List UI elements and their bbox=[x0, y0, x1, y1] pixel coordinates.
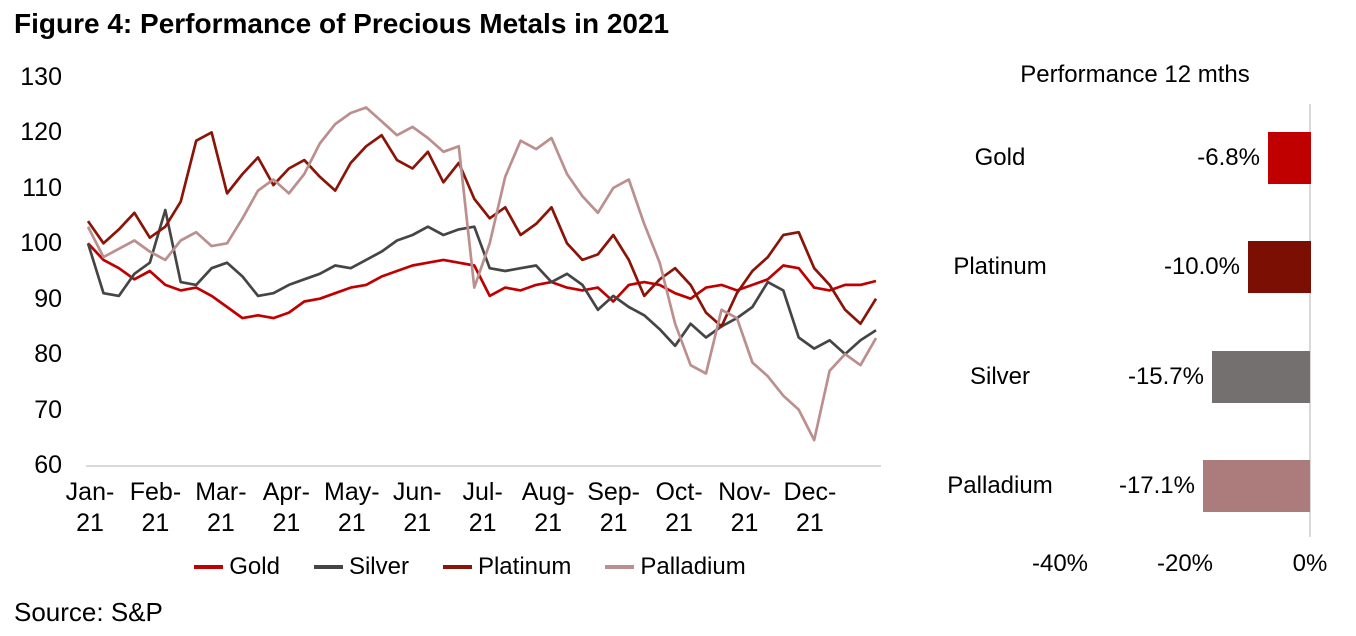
bar-x-tick-label: 0% bbox=[1292, 550, 1328, 577]
x-tick-month: Jul- bbox=[462, 478, 503, 506]
x-tick-month: May- bbox=[324, 478, 380, 506]
legend-label: Gold bbox=[229, 553, 280, 580]
x-tick-year: 21 bbox=[76, 509, 104, 537]
x-tick-month: Mar- bbox=[195, 478, 247, 506]
line-series-silver bbox=[86, 208, 877, 356]
bar-category-label: Silver bbox=[969, 363, 1030, 390]
x-tick-year: 21 bbox=[796, 509, 824, 537]
x-tick-year: 21 bbox=[468, 509, 497, 537]
line-chart-legend: Gold Silver Platinum Palladium bbox=[80, 553, 860, 581]
x-tick-label: Apr- 21 bbox=[248, 477, 324, 539]
line-series-palladium bbox=[86, 106, 878, 442]
bar-silver bbox=[1212, 351, 1310, 403]
x-tick-year: 21 bbox=[206, 509, 235, 537]
bar-palladium bbox=[1203, 460, 1310, 512]
legend-item-silver: Silver bbox=[313, 553, 409, 581]
bar-platinum bbox=[1248, 241, 1311, 293]
bar-chart-title: Performance 12 mths bbox=[1020, 61, 1250, 88]
bar-value-label: -17.1% bbox=[1118, 472, 1195, 499]
legend-label: Platinum bbox=[477, 553, 572, 580]
figure-title: Figure 4: Performance of Precious Metals… bbox=[14, 8, 670, 39]
x-tick-year: 21 bbox=[272, 509, 301, 537]
y-tick-label: 120 bbox=[20, 118, 62, 147]
bar-category-label: Gold bbox=[974, 144, 1026, 171]
line-series-platinum bbox=[86, 131, 878, 328]
bar-category-label: Palladium bbox=[947, 472, 1053, 499]
legend-label: Silver bbox=[348, 553, 409, 580]
x-tick-label: Nov- 21 bbox=[707, 477, 783, 539]
x-tick-label: Dec- 21 bbox=[772, 477, 848, 539]
x-tick-month: Dec- bbox=[783, 478, 837, 506]
x-tick-month: Apr- bbox=[262, 478, 310, 506]
x-tick-month: Aug- bbox=[521, 478, 575, 506]
x-tick-month: Oct- bbox=[655, 478, 703, 506]
y-tick-label: 80 bbox=[34, 340, 62, 369]
x-tick-month: Jan- bbox=[65, 478, 115, 506]
x-tick-month: Feb- bbox=[129, 478, 182, 506]
x-tick-year: 21 bbox=[599, 509, 628, 537]
y-tick-label: 110 bbox=[22, 173, 62, 202]
bar-value-label: -10.0% bbox=[1163, 253, 1240, 280]
y-tick-label: 130 bbox=[20, 63, 62, 91]
x-tick-month: Jun- bbox=[392, 478, 442, 506]
legend-line-swatch bbox=[605, 565, 635, 569]
legend-item-palladium: Palladium bbox=[605, 553, 746, 581]
x-tick-label: May- 21 bbox=[314, 477, 390, 539]
bar-value-label: -6.8% bbox=[1197, 144, 1260, 171]
x-tick-label: Jun- 21 bbox=[379, 477, 455, 539]
legend-label: Palladium bbox=[640, 553, 746, 580]
x-tick-label: Aug- 21 bbox=[510, 477, 586, 539]
legend-line-swatch bbox=[442, 565, 472, 569]
legend-line-swatch bbox=[313, 565, 343, 569]
x-tick-label: Feb- 21 bbox=[117, 477, 193, 539]
x-tick-year: 21 bbox=[534, 509, 563, 537]
bar-gold bbox=[1268, 132, 1311, 184]
x-tick-year: 21 bbox=[403, 509, 432, 537]
line-series-gold bbox=[87, 242, 877, 320]
x-tick-label: Mar- 21 bbox=[183, 477, 259, 539]
x-tick-month: Sep- bbox=[587, 478, 640, 506]
x-tick-year: 21 bbox=[337, 509, 366, 537]
y-tick-label: 60 bbox=[34, 451, 62, 479]
legend-item-gold: Gold bbox=[194, 553, 280, 581]
y-tick-label: 70 bbox=[34, 395, 62, 424]
bar-x-tick-label: -40% bbox=[1031, 550, 1089, 577]
y-tick-label: 90 bbox=[34, 284, 62, 313]
y-tick-label: 100 bbox=[20, 229, 62, 258]
legend-line-swatch bbox=[194, 565, 224, 569]
x-tick-year: 21 bbox=[730, 509, 759, 537]
x-tick-label: Oct- 21 bbox=[641, 477, 717, 539]
bar-category-label: Platinum bbox=[953, 253, 1047, 280]
bar-x-tick-label: -20% bbox=[1156, 550, 1214, 577]
x-tick-year: 21 bbox=[141, 509, 170, 537]
x-tick-label: Jan- 21 bbox=[52, 477, 128, 539]
bar-value-label: -15.7% bbox=[1127, 363, 1204, 390]
x-tick-month: Nov- bbox=[718, 478, 771, 506]
x-tick-label: Sep- 21 bbox=[576, 477, 652, 539]
source-note: Source: S&P bbox=[14, 597, 163, 627]
x-tick-year: 21 bbox=[665, 509, 693, 537]
bar-chart-zero-axis-line bbox=[1309, 104, 1311, 537]
legend-item-platinum: Platinum bbox=[442, 553, 572, 581]
x-tick-label: Jul- 21 bbox=[445, 477, 521, 539]
